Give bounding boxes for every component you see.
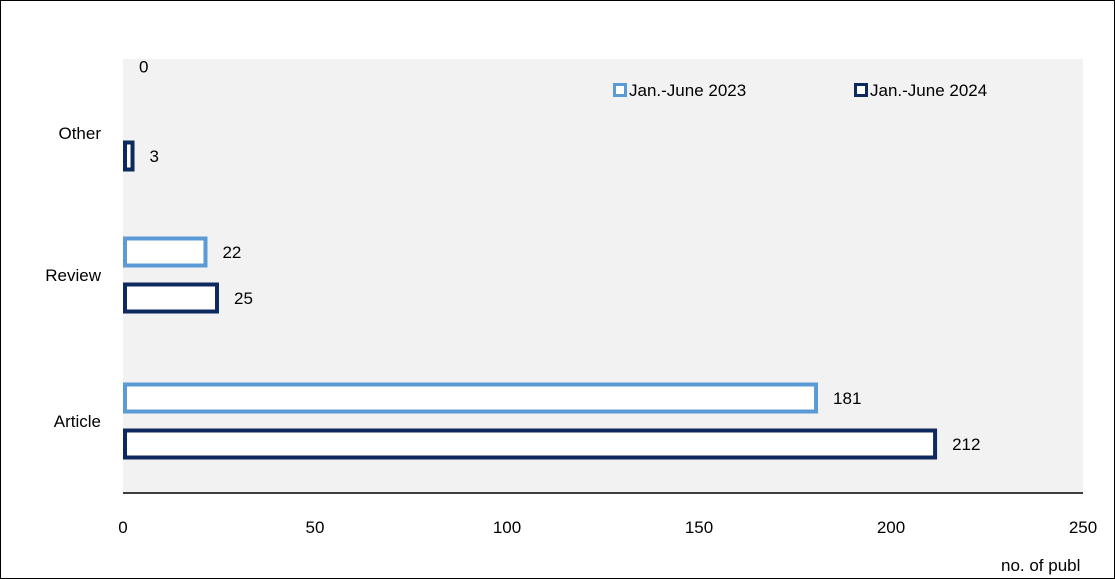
data-labels-layer: 0 22 181 3 25 212 [139, 58, 980, 455]
data-label-other-series-2: 3 [150, 147, 159, 166]
bar-review-series-1 [123, 236, 208, 268]
legend-label-2: Jan.-June 2024 [870, 81, 987, 100]
x-tick-label-150: 150 [685, 518, 713, 537]
x-axis-title: no. of publ [1001, 556, 1080, 575]
category-label-other: Other [58, 124, 101, 143]
legend: Jan.-June 2023 Jan.-June 2024 [613, 81, 987, 100]
x-tick-labels: 0 50 100 150 200 250 [118, 518, 1097, 537]
category-label-article: Article [54, 412, 101, 431]
category-label-review: Review [45, 266, 101, 285]
plot-area-background [123, 59, 1083, 493]
data-label-other-series-1: 0 [139, 58, 148, 77]
legend-swatch-1 [613, 83, 627, 97]
x-tick-label-200: 200 [877, 518, 905, 537]
x-tick-label-250: 250 [1069, 518, 1097, 537]
x-tick-label-50: 50 [306, 518, 325, 537]
bar-other-series-2 [123, 140, 135, 172]
data-label-review-series-2: 25 [234, 289, 253, 308]
legend-swatch-2 [854, 83, 868, 97]
bars-layer [123, 140, 938, 460]
bar-review-series-2 [123, 282, 219, 314]
x-tick-label-100: 100 [493, 518, 521, 537]
bar-article-series-2 [123, 428, 938, 460]
legend-label-1: Jan.-June 2023 [629, 81, 746, 100]
data-label-review-series-1: 22 [222, 243, 241, 262]
data-label-article-series-2: 212 [952, 435, 980, 454]
legend-item-1: Jan.-June 2023 [613, 81, 746, 100]
legend-item-2: Jan.-June 2024 [854, 81, 987, 100]
data-label-article-series-1: 181 [833, 389, 861, 408]
bar-article-series-1 [123, 382, 819, 414]
x-tick-label-0: 0 [118, 518, 127, 537]
category-labels: Other Review Article [45, 124, 101, 431]
